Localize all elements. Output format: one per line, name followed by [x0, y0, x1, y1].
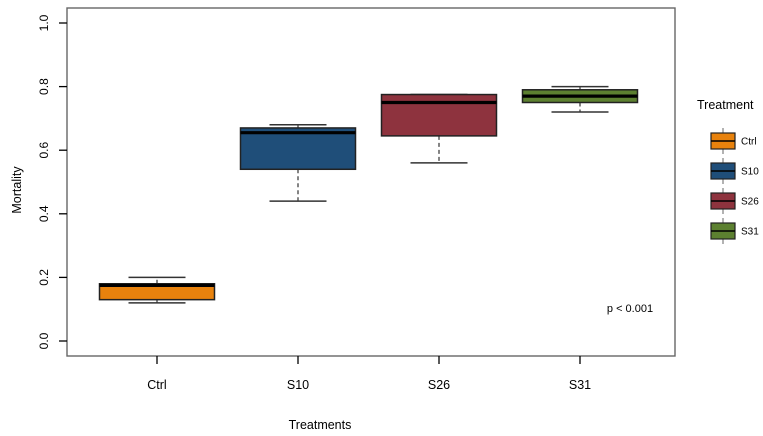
box-group-s31 [521, 85, 639, 113]
box-group-s26 [380, 93, 498, 164]
iqr-box [380, 93, 498, 137]
x-tick-label: S31 [569, 378, 591, 392]
x-tick-label: Ctrl [147, 378, 166, 392]
x-tick-label: S10 [287, 378, 309, 392]
y-tick-label: 0.4 [37, 205, 51, 222]
legend-entry-s10: S10 [710, 158, 759, 184]
legend-entry-s26: S26 [710, 188, 759, 214]
legend-entries: Ctrl S10 S26 S31 [710, 128, 759, 244]
y-tick-label: 0.8 [37, 78, 51, 95]
y-tick-label: 0.2 [37, 269, 51, 286]
x-axis-title: Treatments [289, 418, 352, 432]
box-group-ctrl [98, 276, 216, 304]
legend-entry-label: S10 [741, 167, 759, 178]
legend-entry-label: S31 [741, 227, 759, 238]
boxes-layer [98, 85, 639, 304]
legend-title: Treatment [697, 98, 754, 112]
y-tick-label: 0.0 [37, 332, 51, 349]
iqr-box [239, 127, 357, 171]
legend-entry-s31: S31 [710, 218, 759, 244]
p-value-annotation: p < 0.001 [607, 303, 653, 315]
axes-layer: 0.0 0.2 0.4 0.6 0.8 1.0 Ctrl S10 S26 S31 [37, 7, 676, 392]
box-group-s10 [239, 124, 357, 202]
y-tick-label: 0.6 [37, 142, 51, 159]
legend-entry-ctrl: Ctrl [710, 128, 757, 154]
legend-entry-label: Ctrl [741, 137, 757, 148]
plot-border [66, 7, 676, 357]
y-axis-title: Mortality [10, 166, 24, 214]
y-tick-label: 1.0 [37, 14, 51, 31]
legend-entry-label: S26 [741, 197, 759, 208]
x-tick-label: S26 [428, 378, 450, 392]
